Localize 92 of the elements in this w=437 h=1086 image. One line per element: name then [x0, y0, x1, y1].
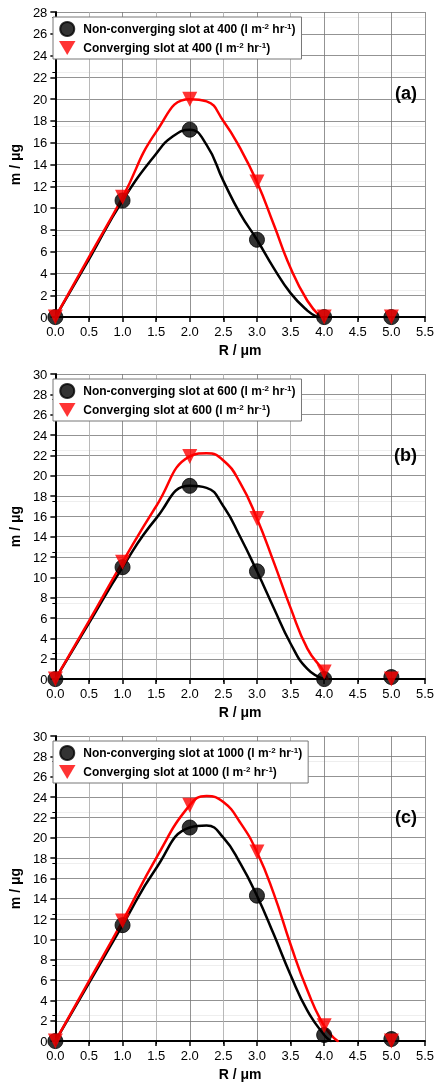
x-tick-label: 3.0 — [247, 1048, 266, 1064]
x-tick-label: 0.5 — [79, 324, 98, 340]
y-tick-label: 8 — [40, 590, 48, 606]
x-axis-title: R / μm — [218, 342, 262, 358]
x-tick-label: 5.0 — [382, 1048, 401, 1064]
y-tick-label: 2 — [40, 1013, 48, 1029]
x-tick-label: 5.5 — [415, 686, 434, 702]
y-tick-label: 2 — [40, 287, 48, 303]
y-tick-label: 24 — [32, 427, 48, 443]
x-tick-label: 0.5 — [79, 686, 98, 702]
x-tick-label: 2.5 — [214, 324, 233, 340]
y-tick-label: 12 — [32, 549, 48, 565]
x-tick-label: 2.5 — [214, 1048, 233, 1064]
y-tick-label: 22 — [32, 69, 48, 85]
y-axis-title: m / μg — [7, 867, 23, 910]
y-tick-label: 30 — [32, 728, 48, 744]
x-tick-label: 3.5 — [281, 324, 300, 340]
y-axis-title: m / μg — [7, 505, 23, 548]
x-tick-label: 5.5 — [415, 1048, 434, 1064]
x-tick-label: 1.0 — [113, 1048, 132, 1064]
y-tick-label: 14 — [32, 157, 48, 173]
x-tick-label: 1.0 — [113, 324, 132, 340]
x-tick-label: 0.5 — [79, 1048, 98, 1064]
y-tick-label: 20 — [32, 468, 48, 484]
x-tick-label: 4.0 — [315, 324, 334, 340]
y-tick-label: 26 — [32, 407, 48, 423]
y-tick-label: 24 — [32, 48, 48, 64]
y-tick-label: 24 — [32, 789, 48, 805]
x-tick-label: 4.0 — [315, 686, 334, 702]
y-tick-label: 4 — [40, 266, 48, 282]
x-tick-label: 3.0 — [247, 324, 266, 340]
y-tick-label: 16 — [32, 870, 48, 886]
y-tick-label: 18 — [32, 850, 48, 866]
y-tick-label: 26 — [32, 769, 48, 785]
x-tick-label: 4.0 — [315, 1048, 334, 1064]
x-tick-label: 5.0 — [382, 686, 401, 702]
y-tick-label: 8 — [40, 222, 48, 238]
y-tick-label: 22 — [32, 809, 48, 825]
x-tick-label: 2.0 — [180, 1048, 199, 1064]
y-tick-label: 10 — [32, 200, 48, 216]
x-tick-label: 0.0 — [46, 1048, 65, 1064]
annotation: (c) — [395, 807, 418, 827]
annotation: (b) — [394, 445, 418, 465]
y-tick-label: 6 — [40, 244, 48, 260]
y-tick-label: 16 — [32, 508, 48, 524]
y-tick-label: 4 — [40, 992, 48, 1008]
x-axis-title: R / μm — [218, 704, 262, 720]
x-tick-label: 2.0 — [180, 324, 199, 340]
y-tick-label: 12 — [32, 178, 48, 194]
x-tick-label: 2.0 — [180, 686, 199, 702]
x-tick-label: 1.5 — [147, 324, 166, 340]
x-tick-label: 5.5 — [415, 324, 434, 340]
y-tick-label: 16 — [32, 135, 48, 151]
y-tick-label: 0 — [40, 309, 48, 325]
y-tick-label: 10 — [32, 569, 48, 585]
y-axis-title: m / μg — [7, 143, 23, 186]
y-tick-label: 14 — [32, 891, 48, 907]
y-tick-label: 4 — [40, 630, 48, 646]
y-tick-label: 8 — [40, 952, 48, 968]
x-tick-label: 3.0 — [247, 686, 266, 702]
y-tick-label: 18 — [32, 113, 48, 129]
x-tick-label: 4.5 — [348, 1048, 367, 1064]
y-tick-label: 18 — [32, 488, 48, 504]
x-tick-label: 1.5 — [147, 686, 166, 702]
x-tick-label: 4.5 — [348, 686, 367, 702]
y-tick-label: 28 — [32, 386, 48, 402]
y-tick-label: 22 — [32, 447, 48, 463]
x-tick-label: 2.5 — [214, 686, 233, 702]
x-tick-label: 5.0 — [382, 324, 401, 340]
x-tick-label: 0.0 — [46, 686, 65, 702]
y-tick-label: 12 — [32, 911, 48, 927]
x-tick-label: 3.5 — [281, 686, 300, 702]
x-tick-label: 1.5 — [147, 1048, 166, 1064]
y-tick-label: 10 — [32, 931, 48, 947]
x-axis-title: R / μm — [218, 1066, 262, 1082]
y-tick-label: 6 — [40, 972, 48, 988]
y-tick-label: 0 — [40, 671, 48, 687]
y-tick-label: 26 — [32, 26, 48, 42]
x-tick-label: 4.5 — [348, 324, 367, 340]
y-tick-label: 20 — [32, 91, 48, 107]
y-tick-label: 30 — [32, 366, 48, 382]
x-tick-label: 1.0 — [113, 686, 132, 702]
x-tick-label: 0.0 — [46, 324, 65, 340]
y-tick-label: 20 — [32, 830, 48, 846]
y-tick-label: 2 — [40, 651, 48, 667]
x-tick-label: 3.5 — [281, 1048, 300, 1064]
y-tick-label: 6 — [40, 610, 48, 626]
annotation: (a) — [395, 83, 418, 103]
y-tick-label: 0 — [40, 1033, 48, 1049]
y-tick-label: 14 — [32, 529, 48, 545]
y-tick-label: 28 — [32, 4, 48, 20]
y-tick-label: 28 — [32, 748, 48, 764]
